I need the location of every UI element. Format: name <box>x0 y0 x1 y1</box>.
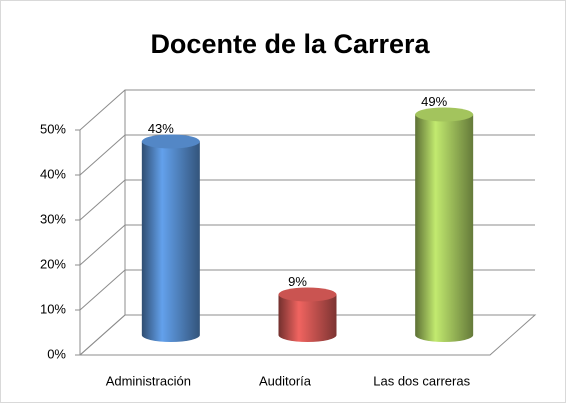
bar-top <box>278 287 337 302</box>
y-tick-label: 50% <box>40 121 66 136</box>
value-label: 9% <box>288 274 307 289</box>
bar-top <box>415 107 474 122</box>
grid-line <box>79 89 535 131</box>
bar <box>415 114 474 342</box>
x-tick-label: Auditoría <box>259 373 312 388</box>
grid-line <box>79 179 535 221</box>
x-tick-label: Las dos carreras <box>373 373 470 388</box>
bar <box>141 141 200 342</box>
grid-line <box>79 269 535 311</box>
chart-title: Docente de la Carrera <box>150 29 430 59</box>
x-tick-label: Administración <box>106 373 191 388</box>
y-tick-label: 0% <box>47 346 66 361</box>
grid-line <box>79 314 535 356</box>
bar-top <box>141 134 200 149</box>
y-tick-label: 30% <box>40 211 66 226</box>
y-tick-label: 10% <box>40 301 66 316</box>
y-tick-label: 40% <box>40 166 66 181</box>
grid-line <box>79 134 535 176</box>
value-label: 49% <box>421 94 447 109</box>
y-tick-label: 20% <box>40 256 66 271</box>
grid-line <box>79 224 535 266</box>
value-label: 43% <box>148 121 174 136</box>
bar <box>278 294 337 342</box>
